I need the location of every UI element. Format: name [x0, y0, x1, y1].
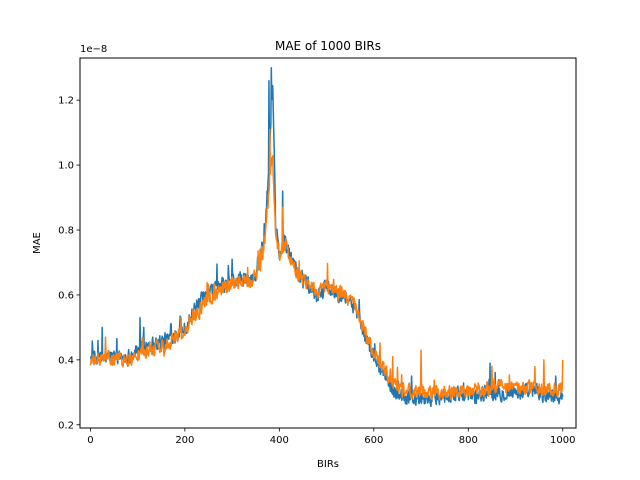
x-axis-ticks: 0 200 400 600 800 1000 — [87, 428, 575, 446]
y-tick-label: 0.6 — [58, 290, 74, 301]
series-line-1 — [89, 66, 564, 408]
y-axis-label: MAE — [32, 232, 43, 254]
y-tick-label: 1.0 — [58, 161, 74, 172]
y-tick-label: 0.8 — [58, 226, 74, 237]
plot-area — [80, 58, 576, 428]
y-tick-label: 0.4 — [58, 355, 74, 366]
x-tick-label: 800 — [459, 435, 478, 446]
plot-frame — [79, 57, 577, 429]
x-tick-label: 200 — [175, 435, 194, 446]
x-tick-label: 400 — [270, 435, 289, 446]
x-tick-label: 600 — [364, 435, 383, 446]
x-tick-label: 0 — [87, 435, 93, 446]
y-axis-ticks: 0.2 0.4 0.6 0.8 1.0 1.2 — [58, 96, 80, 431]
series-line-2 — [89, 128, 564, 401]
y-offset-text: 1e−8 — [80, 44, 107, 55]
series-layer — [89, 66, 564, 408]
y-tick-label: 0.2 — [58, 420, 74, 431]
chart-title: MAE of 1000 BIRs — [275, 39, 381, 53]
x-axis-label: BIRs — [317, 459, 339, 470]
y-tick-label: 1.2 — [58, 96, 74, 107]
x-tick-label: 1000 — [550, 435, 575, 446]
